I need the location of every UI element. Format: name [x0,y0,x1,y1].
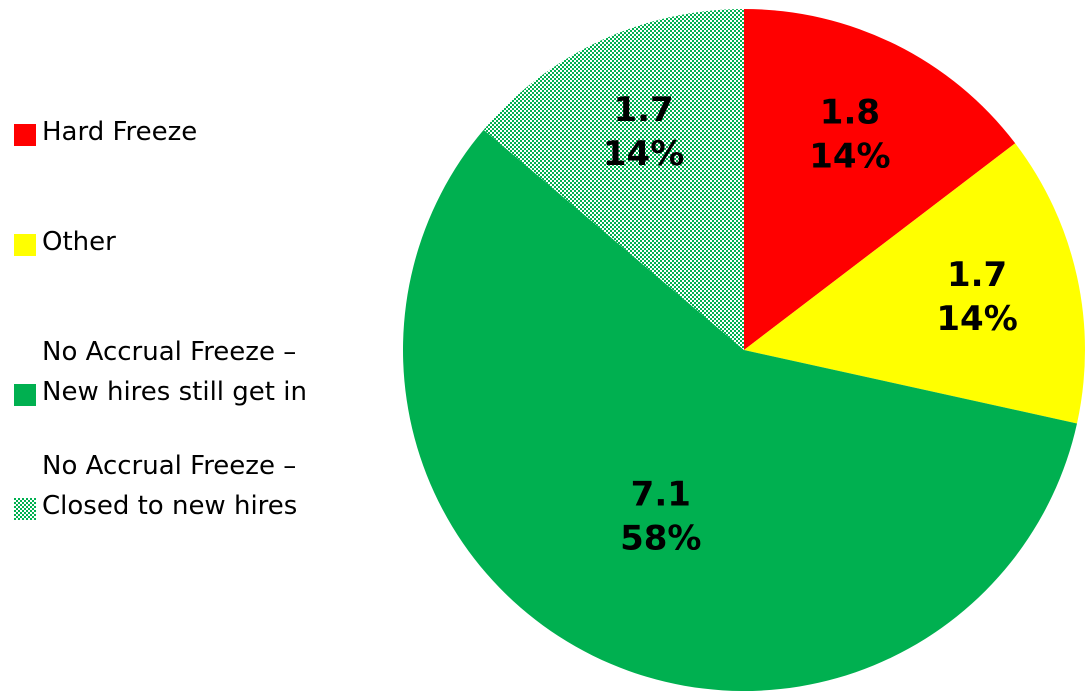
legend-label: No Accrual Freeze – New hires still get … [42,337,307,407]
legend-swatch [14,384,36,406]
legend-swatch-fill [14,234,36,256]
value-label: 1.8 [820,93,880,133]
legend-swatch-fill [14,498,36,520]
pie-slice [402,129,1077,692]
legend-swatch [14,124,36,146]
value-label: 7.1 [631,475,691,515]
pie-slice [744,143,1085,424]
legend-label: Hard Freeze [42,117,198,147]
percent-label: 14% [936,299,1017,339]
value-label: 1.7 [613,90,673,130]
legend-swatch-fill [14,384,36,406]
pie-slice [744,9,1016,350]
percent-label: 14% [603,134,684,174]
legend-item: Other [0,222,380,262]
percent-label: 14% [809,137,890,177]
legend-swatch [14,234,36,256]
legend-item: Hard Freeze [0,112,380,152]
legend-swatch [14,498,36,520]
value-label: 1.7 [947,255,1007,295]
legend-item: No Accrual Freeze – New hires still get … [0,332,380,412]
legend-item: No Accrual Freeze – Closed to new hires [0,446,380,526]
legend-label: No Accrual Freeze – Closed to new hires [42,451,298,521]
percent-label: 58% [620,519,701,559]
pie-slice [483,9,744,350]
legend-label: Other [42,227,116,257]
legend-swatch-fill [14,124,36,146]
